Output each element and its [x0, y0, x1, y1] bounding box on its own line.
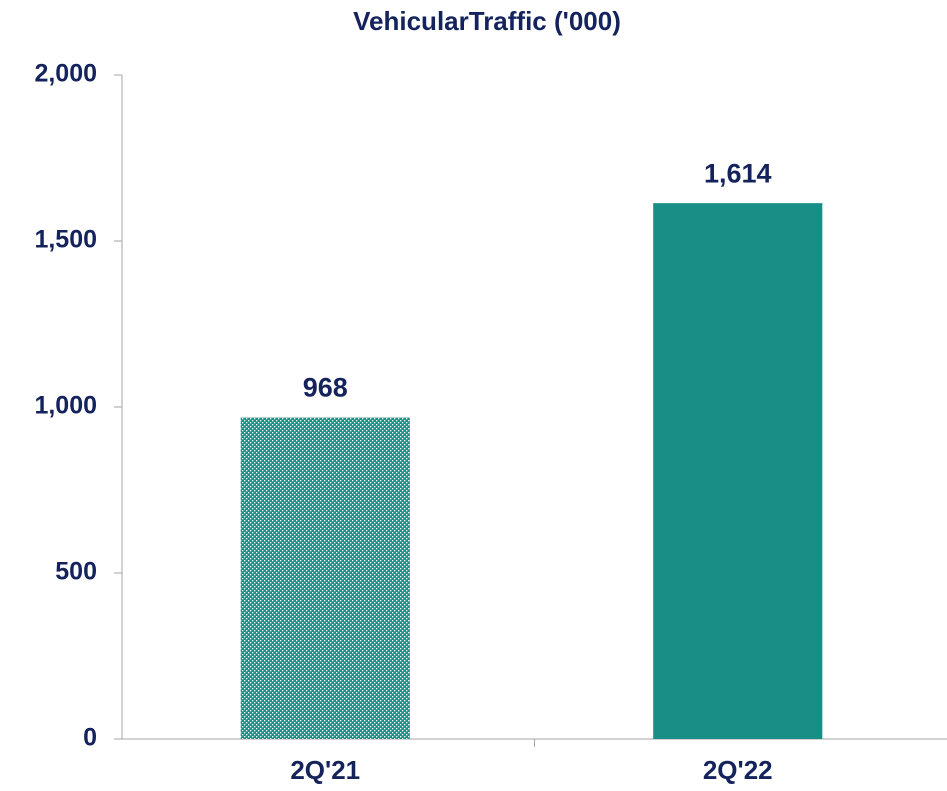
y-tick-label: 500 — [55, 558, 97, 586]
bar — [240, 417, 410, 739]
y-tick-label: 1,500 — [34, 226, 97, 254]
bar — [653, 203, 823, 740]
x-tick-label: 2Q'21 — [290, 755, 360, 785]
chart-title: VehicularTraffic ('000) — [353, 6, 621, 36]
y-tick-label: 2,000 — [34, 60, 97, 88]
x-tick-label: 2Q'22 — [703, 755, 773, 785]
y-tick-label: 1,000 — [34, 392, 97, 420]
value-label: 968 — [303, 373, 348, 403]
y-tick-label: 0 — [83, 724, 97, 752]
value-label: 1,614 — [704, 158, 772, 188]
